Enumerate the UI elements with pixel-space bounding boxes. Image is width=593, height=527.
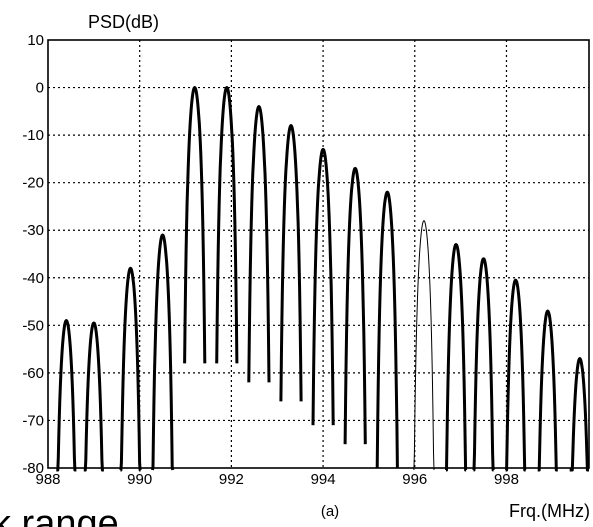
y-tick-label: 0: [36, 80, 44, 97]
main-spectrum-peak: [536, 309, 559, 472]
x-tick-label: 998: [494, 471, 519, 488]
main-spectrum-peak: [504, 278, 527, 472]
spectrum-series: [55, 86, 591, 472]
figure-caption: (a): [321, 503, 339, 520]
clipped-body-text: k range: [0, 503, 119, 527]
main-spectrum-peak: [151, 233, 175, 471]
x-tick-label: 994: [311, 471, 336, 488]
y-tick-label: -30: [22, 222, 44, 239]
secondary-spectrum-peak: [413, 220, 435, 471]
main-spectrum-peak: [445, 243, 468, 472]
y-tick-label: 10: [27, 32, 44, 49]
y-tick-label: -20: [22, 175, 44, 192]
main-spectrum-peak: [343, 166, 367, 445]
main-spectrum-peak: [183, 86, 207, 364]
main-spectrum-peak: [311, 147, 335, 426]
y-tick-label: -80: [22, 460, 44, 477]
y-tick-label: -70: [22, 412, 44, 429]
x-tick-label: 992: [219, 471, 244, 488]
main-spectrum-peak: [55, 319, 78, 472]
y-axis-title: PSD(dB): [88, 12, 159, 32]
main-spectrum-peak: [568, 357, 591, 472]
main-spectrum-peak: [215, 86, 239, 364]
plot-frame: [47, 39, 590, 469]
y-tick-label: -60: [22, 365, 44, 382]
x-tick-label: 996: [402, 471, 427, 488]
x-tick-label: 990: [127, 471, 152, 488]
main-spectrum-peak: [472, 257, 495, 472]
main-spectrum-peak: [119, 266, 142, 472]
main-spectrum-peak: [375, 190, 399, 469]
main-spectrum-peak: [279, 124, 303, 402]
main-spectrum-peak: [247, 105, 271, 383]
y-tick-label: -40: [22, 270, 44, 287]
main-spectrum-peak: [82, 321, 105, 472]
x-tick-label: 988: [35, 471, 60, 488]
x-axis-title: Frq.(MHz): [509, 501, 590, 521]
y-tick-label: -50: [22, 317, 44, 334]
y-tick-label: -10: [22, 127, 44, 144]
